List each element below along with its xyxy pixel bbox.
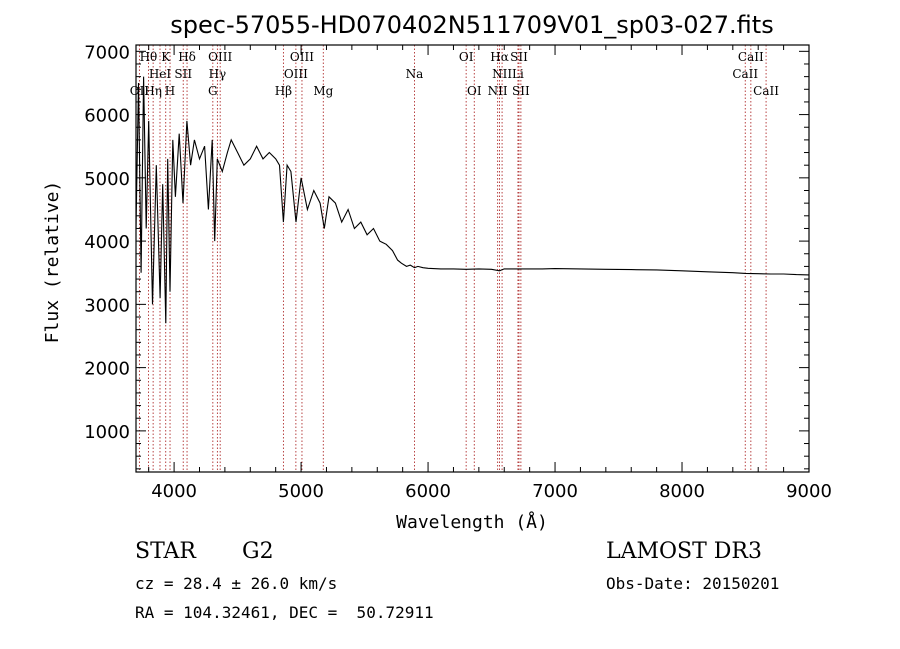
spectral-line-label: NII <box>488 84 508 98</box>
y-tick-label: 7000 <box>84 42 130 63</box>
x-tick-label: 6000 <box>405 481 451 502</box>
spectral-line-label: K <box>161 50 171 64</box>
spectral-line-label: OI <box>459 50 474 64</box>
spectral-line-label: Mg <box>313 84 333 98</box>
spectral-line-label: G <box>208 84 218 98</box>
spectral-line-label: CaII <box>753 84 779 98</box>
coordinates: RA = 104.32461, DEC = 50.72911 <box>135 603 434 622</box>
spectral-line-label: NII <box>492 67 512 81</box>
y-tick-label: 3000 <box>84 295 130 316</box>
x-tick-label: 8000 <box>659 481 705 502</box>
y-tick-label: 6000 <box>84 106 130 127</box>
obs-date: Obs-Date: 20150201 <box>606 574 780 593</box>
y-tick-label: 2000 <box>84 359 130 380</box>
spectral-line-label: Hγ <box>209 67 227 81</box>
y-tick-label: 1000 <box>84 422 130 443</box>
spectral-line-label: SII <box>174 67 192 81</box>
spectral-line-label: HeI <box>149 67 172 81</box>
x-tick-label: 5000 <box>278 481 324 502</box>
x-tick-label: 9000 <box>786 481 832 502</box>
redshift-cz: cz = 28.4 ± 26.0 km/s <box>135 574 338 593</box>
x-axis-label: Wavelength (Å) <box>396 511 548 533</box>
chart-title: spec-57055-HD070402N511709V01_sp03-027.f… <box>170 11 773 39</box>
plot-frame <box>135 44 810 473</box>
spectral-line-label: CaII <box>738 50 764 64</box>
spectral-line-label: Li <box>512 67 524 81</box>
spectral-line-label: Hθ <box>140 50 158 64</box>
y-axis-label: Flux (relative) <box>42 181 63 344</box>
object-type: STAR <box>135 539 196 564</box>
spectral-line-label: Hβ <box>275 84 292 98</box>
spectral-line-label: CaII <box>732 67 758 81</box>
x-axis-ticks: 4000 5000 6000 7000 8000 9000 <box>148 45 832 502</box>
spectral-line-label: Hη <box>144 84 162 98</box>
spectral-line-label: Hα <box>490 50 509 64</box>
spectral-line-label: Na <box>406 67 424 81</box>
spectral-line-label: SII <box>512 84 530 98</box>
spectral-line-label: SII <box>510 50 528 64</box>
spectral-line-label: OI <box>467 84 482 98</box>
subclass: G2 <box>242 539 274 564</box>
x-tick-label: 4000 <box>151 481 197 502</box>
spectral-line-label: OIII <box>208 50 232 64</box>
x-tick-label: 7000 <box>532 481 578 502</box>
spectral-line-markers <box>138 45 767 472</box>
spectral-line-label: OIII <box>290 50 314 64</box>
spectrum-line <box>135 76 810 324</box>
spectral-line-labels: OIIHθHηHeIKHSIIHδGHγOIIIHβOIIIOIIIMgNaOI… <box>130 50 779 98</box>
spectral-line-label: Hδ <box>178 50 196 64</box>
survey-name: LAMOST DR3 <box>606 539 762 564</box>
y-axis-ticks: 1000 2000 3000 4000 5000 6000 7000 <box>84 42 809 470</box>
y-tick-label: 5000 <box>84 169 130 190</box>
spectral-line-label: H <box>165 84 175 98</box>
spectral-line-label: OIII <box>284 67 308 81</box>
y-tick-label: 4000 <box>84 232 130 253</box>
